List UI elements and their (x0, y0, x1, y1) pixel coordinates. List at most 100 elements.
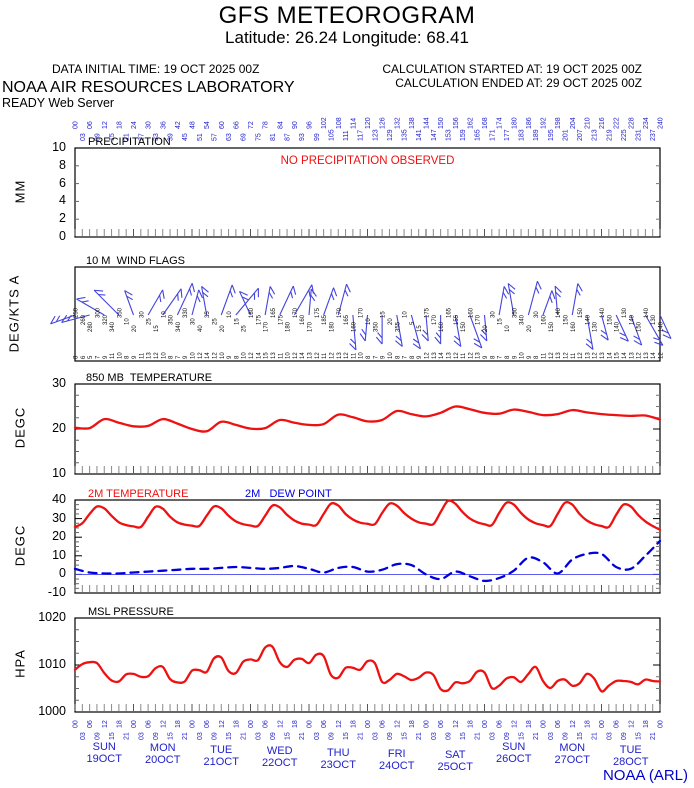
wind-speed-label: 9 (483, 355, 489, 359)
wind-dir-label: 30 (139, 311, 145, 318)
wind-dir-label: 340 (110, 321, 116, 332)
hour-label: 219 (606, 129, 613, 141)
hour-label: 15 (402, 732, 409, 740)
wind-speed-label: 12 (659, 352, 665, 359)
hour-label: 21 (299, 732, 306, 740)
wind-dir-label: 10 (403, 311, 409, 318)
hour-label: 12 (336, 720, 343, 728)
hour-label: 204 (570, 117, 577, 129)
hour-label: 72 (248, 121, 255, 129)
hour-label: 138 (409, 117, 416, 129)
wind-speed-label: 15 (615, 352, 621, 359)
hour-label: 21 (124, 133, 131, 141)
hour-label: 18 (116, 720, 123, 728)
hour-label: 09 (211, 732, 218, 740)
hour-label: 135 (402, 129, 409, 141)
hour-label: 39 (168, 133, 175, 141)
hour-label: 06 (438, 720, 445, 728)
hour-label: 45 (182, 133, 189, 141)
wind-dir-label: 165 (271, 307, 277, 318)
wind-dir-label: 160 (300, 314, 306, 325)
hour-label: 06 (146, 720, 153, 728)
hour-label: 195 (548, 129, 555, 141)
wind-dir-label: 150 (549, 321, 555, 332)
wind-dir-label: 150 (607, 314, 613, 325)
wind-speed-label: 13 (629, 352, 635, 359)
wind-dir-label: 15 (234, 318, 240, 325)
wind-speed-label: 8 (366, 355, 372, 359)
wind-dir-label: 260 (81, 314, 87, 325)
hour-label: 96 (307, 121, 314, 129)
hour-label: 51 (197, 133, 204, 141)
precip-panel-title: PRECIPITATION (88, 136, 171, 148)
hour-label: 201 (562, 129, 569, 141)
wind-speed-label: 12 (549, 352, 555, 359)
wind-speed-label: 13 (432, 352, 438, 359)
hour-label: 09 (504, 732, 511, 740)
hour-label: 00 (482, 720, 489, 728)
hour-label: 186 (526, 117, 533, 129)
unit-deg-kts: DEG/KTS A (6, 274, 22, 353)
hour-label: 159 (460, 129, 467, 141)
hour-label: 27 (138, 133, 145, 141)
wind-speed-label: 8 (505, 355, 511, 359)
hour-label: 165 (475, 129, 482, 141)
wind-speed-label: 13 (556, 352, 562, 359)
wind-speed-label: 10 (359, 352, 365, 359)
hour-label: 69 (241, 133, 248, 141)
hour-label: 18 (292, 720, 299, 728)
wind-dir-label: 140 (585, 314, 591, 325)
wind-speed-label: 14 (439, 352, 445, 359)
wind-speed-label: 12 (454, 352, 460, 359)
data-initial-time: DATA INITIAL TIME: 19 OCT 2025 00Z (52, 62, 260, 76)
wind-dir-label: 320 (103, 314, 109, 325)
hour-label: 147 (431, 129, 438, 141)
wind-dir-label: 170 (264, 321, 270, 332)
time-tick-combs (74, 229, 661, 711)
hour-label: 222 (614, 117, 621, 129)
date-label: TUE 21OCT (203, 744, 239, 768)
wind-dir-label: 350 (512, 307, 518, 318)
y-tick-label-precip: 4 (59, 193, 66, 208)
hour-label: 06 (614, 720, 621, 728)
hour-label: 21 (416, 732, 423, 740)
wind-panel-title: 10 M WIND FLAGS (86, 255, 186, 267)
hour-label: 57 (211, 133, 218, 141)
hour-label: 12 (102, 121, 109, 129)
wind-speed-label: 11 (278, 352, 284, 359)
wind-dir-label: 10 (227, 311, 233, 318)
hour-label: 12 (102, 720, 109, 728)
wind-speed-label: 12 (637, 352, 643, 359)
wind-dir-label: 355 (395, 321, 401, 332)
wind-speed-label: 9 (183, 355, 189, 359)
hour-label: 00 (541, 720, 548, 728)
wind-speed-label: 7 (176, 355, 182, 359)
wind-speed-label: 9 (227, 355, 233, 359)
hour-label: 171 (489, 129, 496, 141)
series-2m-dew-point (73, 539, 662, 583)
hour-label: 00 (131, 720, 138, 728)
hour-label: 15 (109, 732, 116, 740)
y-tick-label-precip: 8 (59, 157, 66, 172)
hour-label: 177 (504, 129, 511, 141)
hour-label: 111 (343, 130, 350, 141)
wind-speed-label: 6 (81, 355, 87, 359)
y-tick-label-t850: 20 (52, 421, 66, 435)
y-tick-label-t2m: 20 (52, 529, 66, 544)
wind-speed-label: 11 (322, 352, 328, 359)
wind-dir-label: 175 (315, 307, 321, 318)
hour-label: 87 (285, 133, 292, 141)
hour-label: 156 (453, 117, 460, 129)
wind-dir-label: 10 (505, 325, 511, 332)
hour-label: 09 (94, 732, 101, 740)
wind-dir-label: 175 (256, 314, 262, 325)
series-msl-pressure (73, 644, 662, 693)
wind-speed-label: 7 (95, 355, 101, 359)
wind-speed-label: 8 (395, 355, 401, 359)
top-forecast-hour-axis: 0003060912151821242730333639424548515457… (73, 117, 665, 141)
hour-label: 00 (307, 720, 314, 728)
hour-label: 93 (299, 133, 306, 141)
hour-label: 06 (321, 720, 328, 728)
wind-speed-label: 8 (490, 355, 496, 359)
hour-label: 120 (365, 117, 372, 129)
